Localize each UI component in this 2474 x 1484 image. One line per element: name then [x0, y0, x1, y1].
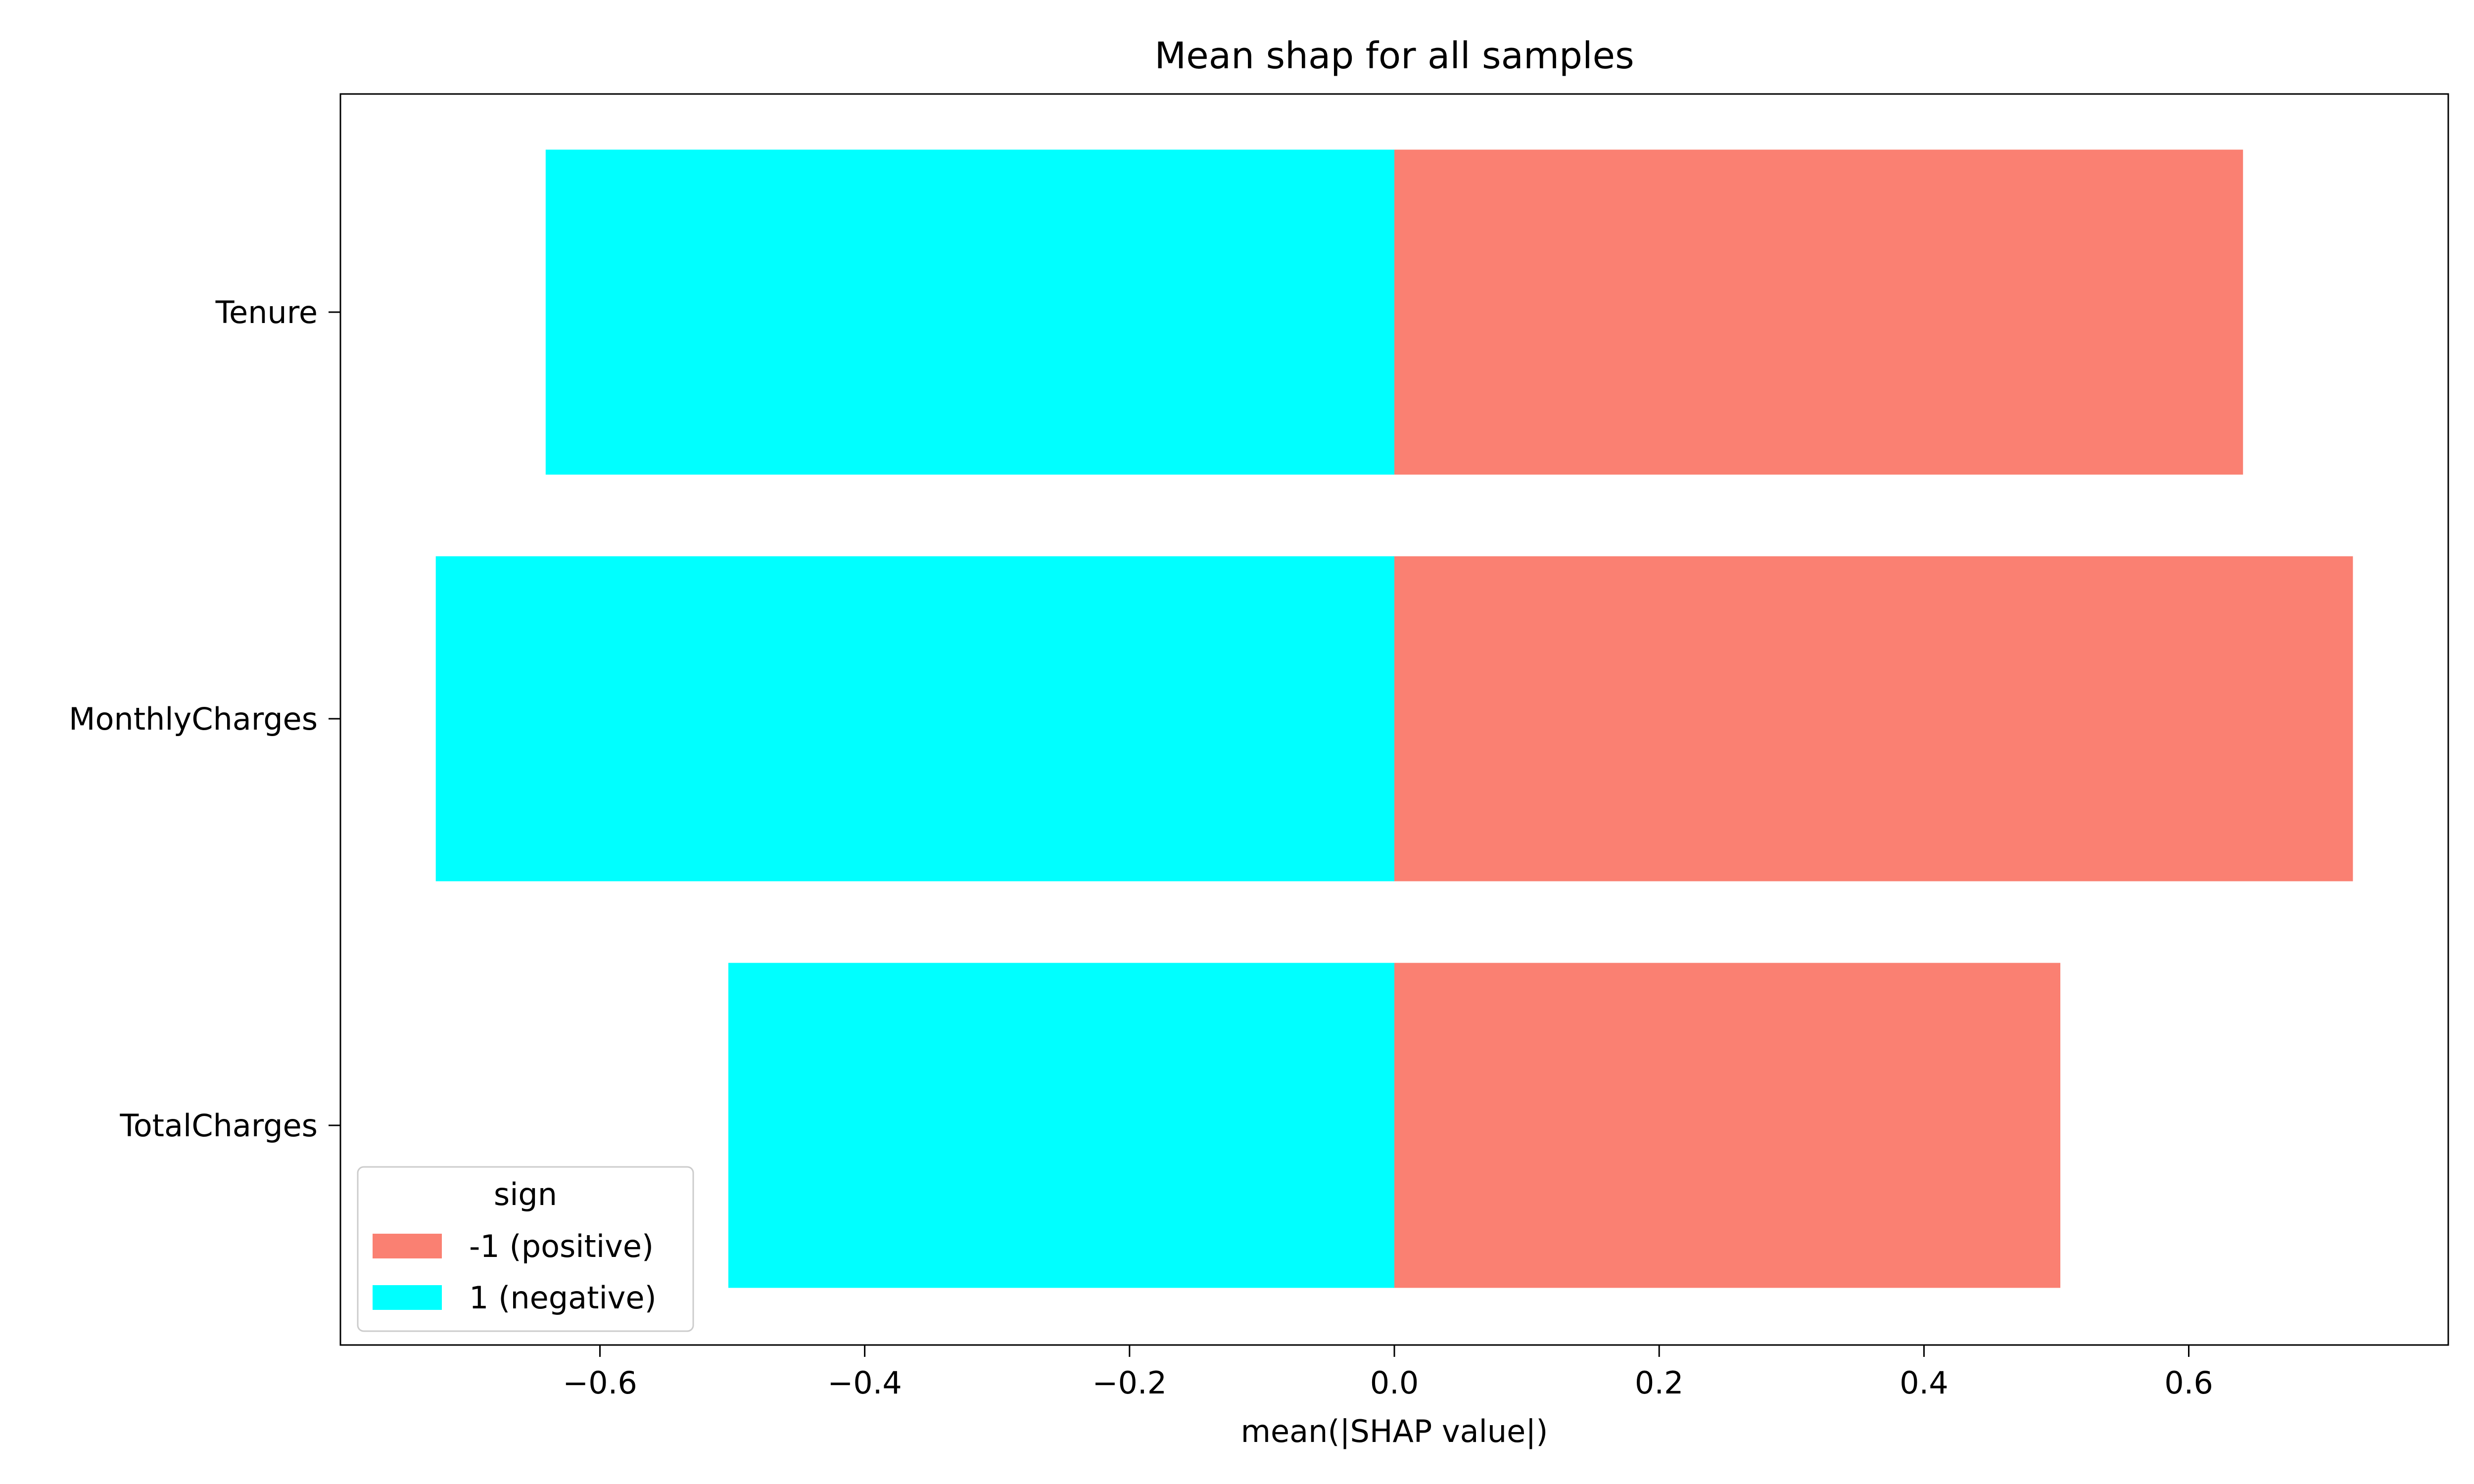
x-axis-label: mean(|SHAP value|): [1241, 1413, 1548, 1450]
bar-tenure-negative: [545, 149, 1394, 475]
x-axis: −0.6 −0.4 −0.2 0.0 0.2 0.4 0.6: [563, 1345, 2213, 1401]
legend-swatch-positive: [373, 1234, 442, 1258]
bar-totalcharges-negative: [728, 963, 1394, 1288]
chart-title: Mean shap for all samples: [1154, 35, 1634, 77]
legend-title: sign: [494, 1176, 557, 1212]
y-axis: Tenure MonthlyCharges TotalCharges: [69, 294, 340, 1144]
x-tick-label-2: −0.2: [1093, 1365, 1167, 1401]
x-tick-label-6: 0.6: [2164, 1365, 2213, 1401]
bar-monthlycharges-positive: [1394, 556, 2353, 881]
bar-tenure-positive: [1394, 149, 2243, 475]
legend: sign -1 (positive) 1 (negative): [357, 1166, 694, 1332]
legend-label-positive: -1 (positive): [469, 1228, 654, 1264]
bars-group: [435, 149, 2353, 1288]
bar-totalcharges-positive: [1394, 963, 2060, 1288]
x-tick-label-0: −0.6: [563, 1365, 637, 1401]
bar-monthlycharges-negative: [435, 556, 1395, 881]
x-tick-label-3: 0.0: [1370, 1365, 1419, 1401]
x-tick-label-5: 0.4: [1900, 1365, 1949, 1401]
legend-label-negative: 1 (negative): [469, 1280, 657, 1316]
x-tick-label-1: −0.4: [827, 1365, 902, 1401]
y-tick-label-totalcharges: TotalCharges: [119, 1108, 318, 1144]
legend-swatch-negative: [373, 1285, 442, 1310]
x-tick-label-4: 0.2: [1635, 1365, 1684, 1401]
y-tick-label-monthlycharges: MonthlyCharges: [69, 701, 318, 737]
y-tick-label-tenure: Tenure: [215, 294, 318, 330]
